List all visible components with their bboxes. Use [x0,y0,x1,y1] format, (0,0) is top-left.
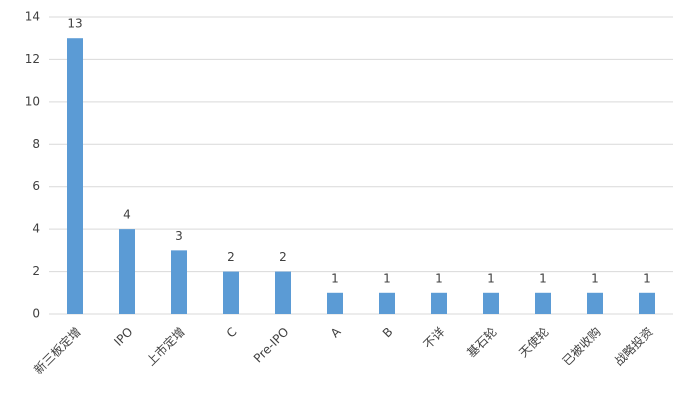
data-label: 13 [67,17,82,31]
x-tick-label: 不详 [420,324,448,352]
y-tick-label: 10 [25,94,40,108]
y-tick-label: 14 [25,10,40,24]
x-tick-label: C [224,325,240,341]
x-tick-label: 新三板定增 [31,324,84,377]
data-label: 2 [279,250,287,264]
bar [379,292,395,314]
bar [171,250,187,314]
bar [119,229,135,314]
x-tick-label: 已被收购 [559,324,604,369]
bar [587,292,603,314]
y-tick-label: 0 [32,307,40,321]
y-tick-label: 12 [25,52,40,66]
bar [223,271,239,314]
x-tick-label: 天使轮 [516,324,552,360]
data-label: 2 [227,250,235,264]
data-label: 1 [591,271,599,285]
bar [67,38,83,314]
data-label: 1 [643,271,651,285]
y-tick-label: 8 [32,137,40,151]
data-label: 1 [487,271,495,285]
data-label: 1 [331,271,339,285]
data-label: 3 [175,229,183,243]
y-tick-label: 6 [32,179,40,193]
bar [535,292,551,314]
x-tick-label: A [328,324,344,340]
x-tick-label: B [380,325,396,341]
x-tick-label: 基石轮 [464,325,499,360]
data-label: 1 [539,271,547,285]
bar [327,292,343,314]
bar [483,292,499,314]
bar [275,271,291,314]
y-tick-label: 4 [32,222,40,236]
bar [431,292,447,314]
x-tick-label: IPO [111,325,135,349]
data-label: 1 [435,271,443,285]
x-tick-label: Pre-IPO [251,325,292,366]
x-tick-label: 战略投资 [611,324,656,369]
bar [639,292,655,314]
data-label: 1 [383,271,391,285]
x-tick-label: 上市定增 [143,324,188,369]
data-label: 4 [123,208,131,222]
y-tick-label: 2 [32,264,40,278]
